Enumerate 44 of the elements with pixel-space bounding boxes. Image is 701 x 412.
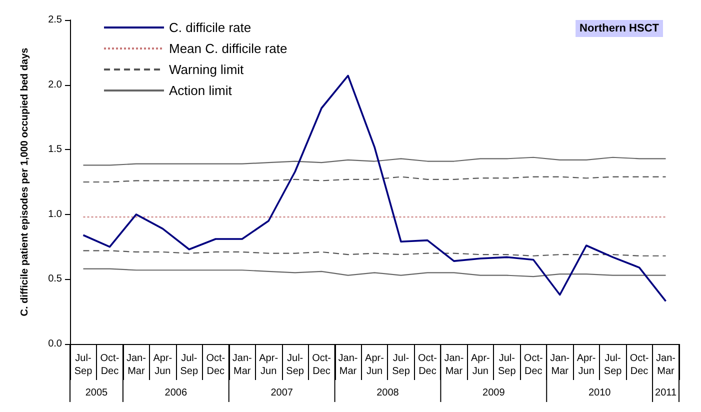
line-series: [82, 156, 666, 166]
y-tick-label: 2.0: [48, 79, 62, 90]
x-tick-label: Jan-Mar: [338, 353, 358, 377]
x-tick-label: Apr-Jun: [470, 353, 490, 377]
annotation: Northern HSCT: [580, 22, 660, 34]
x-tick-label: Jan-Mar: [126, 353, 146, 377]
legend-label: C. difficile rate: [169, 20, 252, 35]
x-tick-label: Jul-Sep: [392, 353, 410, 377]
legend-label: Mean C. difficile rate: [169, 41, 288, 56]
x-tick-label: Oct-Dec: [524, 353, 543, 377]
x-tick-label: Jan-Mar: [444, 353, 464, 377]
y-tick-label: 0.5: [48, 274, 62, 285]
text: 2008: [376, 388, 400, 398]
y-tick-label: 1.5: [48, 144, 62, 156]
x-tick-label: Apr-Jun: [576, 353, 596, 377]
text: 2011: [655, 388, 677, 398]
y-tick-label: 0.0: [48, 338, 62, 350]
y-tick-label: 2.5: [48, 14, 62, 26]
x-tick-label: Apr-Jun: [365, 353, 384, 377]
text: 2007: [270, 388, 294, 398]
x-tick-label: Jul-Sep: [180, 353, 198, 377]
x-tick-label: Jan-Mar: [656, 353, 676, 377]
legend-label: Warning limit: [169, 62, 244, 77]
x-tick-label: Apr-Jun: [259, 353, 278, 377]
x-tick-label: Jan-Mar: [550, 353, 570, 377]
x-tick-label: Jul-Sep: [498, 353, 516, 377]
y-tick-label: 1.0: [48, 208, 62, 220]
y-axis-title: C. difficile patient episodes per 1,000 occupied bed days: [20, 47, 30, 316]
x-tick-label: Oct-Dec: [100, 353, 120, 377]
x-tick-label: Oct-Dec: [418, 353, 437, 377]
x-tick-label: Jan-Mar: [232, 353, 252, 377]
x-tick-label: Oct-Dec: [312, 353, 331, 377]
legend-label: Action limit: [169, 83, 232, 98]
text: 2006: [164, 388, 188, 398]
x-tick-label: Jul-Sep: [604, 353, 622, 377]
line-series: [82, 268, 666, 278]
text: 2005: [85, 388, 108, 398]
x-tick-label: Jul-Sep: [74, 353, 93, 377]
x-tick-label: Apr-Jun: [153, 353, 172, 377]
x-tick-label: Oct-Dec: [206, 353, 226, 377]
text: 2009: [482, 388, 506, 398]
x-tick-label: Jul-Sep: [286, 353, 304, 377]
x-tick-label: Oct-Dec: [630, 353, 649, 377]
text: 2010: [588, 388, 612, 398]
